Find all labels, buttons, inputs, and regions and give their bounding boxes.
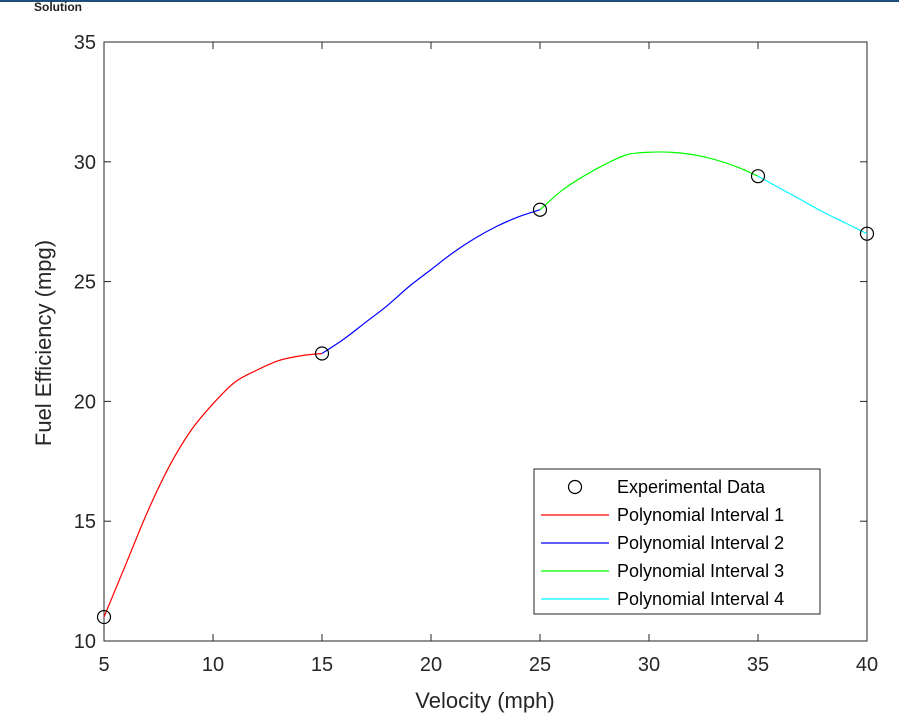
series-lines bbox=[103, 151, 868, 618]
x-tick-label: 10 bbox=[202, 654, 224, 676]
top-border bbox=[0, 0, 899, 2]
y-tick-label: 15 bbox=[74, 511, 96, 533]
x-axis-label: Velocity (mph) bbox=[415, 688, 554, 713]
series-line-interval-3 bbox=[539, 151, 759, 211]
y-tick-label: 20 bbox=[74, 391, 96, 413]
x-tick-label: 15 bbox=[311, 654, 333, 676]
x-tick-label: 25 bbox=[529, 654, 551, 676]
data-point bbox=[750, 169, 766, 184]
series-line-interval-4 bbox=[757, 175, 868, 235]
legend-label: Experimental Data bbox=[617, 477, 766, 497]
y-axis-label: Fuel Efficiency (mpg) bbox=[31, 240, 56, 446]
legend-marker-experimental bbox=[567, 479, 583, 495]
legend-label: Polynomial Interval 2 bbox=[617, 533, 784, 553]
x-tick-label: 30 bbox=[638, 654, 660, 676]
section-label: Solution bbox=[34, 0, 82, 14]
y-tick-label: 25 bbox=[74, 272, 96, 294]
y-tick-label: 35 bbox=[74, 32, 96, 54]
series-line-interval-2 bbox=[321, 209, 541, 354]
legend-label: Polynomial Interval 4 bbox=[617, 589, 784, 609]
data-point bbox=[96, 609, 112, 625]
data-markers bbox=[96, 169, 875, 625]
axis-ticks bbox=[103, 41, 868, 642]
legend: Experimental Data Polynomial Interval 1 Po… bbox=[533, 468, 821, 615]
data-point bbox=[859, 226, 875, 241]
series-line-interval-1 bbox=[103, 352, 323, 618]
x-tick-label: 20 bbox=[420, 654, 442, 676]
legend-box bbox=[533, 468, 821, 615]
legend-label: Polynomial Interval 3 bbox=[617, 561, 784, 581]
legend-label: Polynomial Interval 1 bbox=[617, 505, 784, 525]
data-point bbox=[314, 346, 330, 361]
x-tick-label: 35 bbox=[747, 654, 769, 676]
x-tick-label: 5 bbox=[98, 654, 109, 676]
y-tick-label: 30 bbox=[74, 152, 96, 174]
x-tick-label: 40 bbox=[856, 654, 878, 676]
y-tick-label: 10 bbox=[74, 631, 96, 653]
data-point bbox=[532, 202, 548, 217]
